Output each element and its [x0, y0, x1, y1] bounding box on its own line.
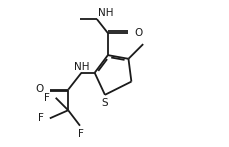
Text: NH: NH [74, 62, 90, 72]
Text: F: F [78, 129, 84, 139]
Text: O: O [134, 28, 143, 38]
Text: O: O [35, 84, 43, 94]
Text: NH: NH [98, 8, 114, 18]
Text: S: S [102, 98, 108, 108]
Text: F: F [38, 113, 44, 123]
Text: F: F [44, 93, 50, 103]
